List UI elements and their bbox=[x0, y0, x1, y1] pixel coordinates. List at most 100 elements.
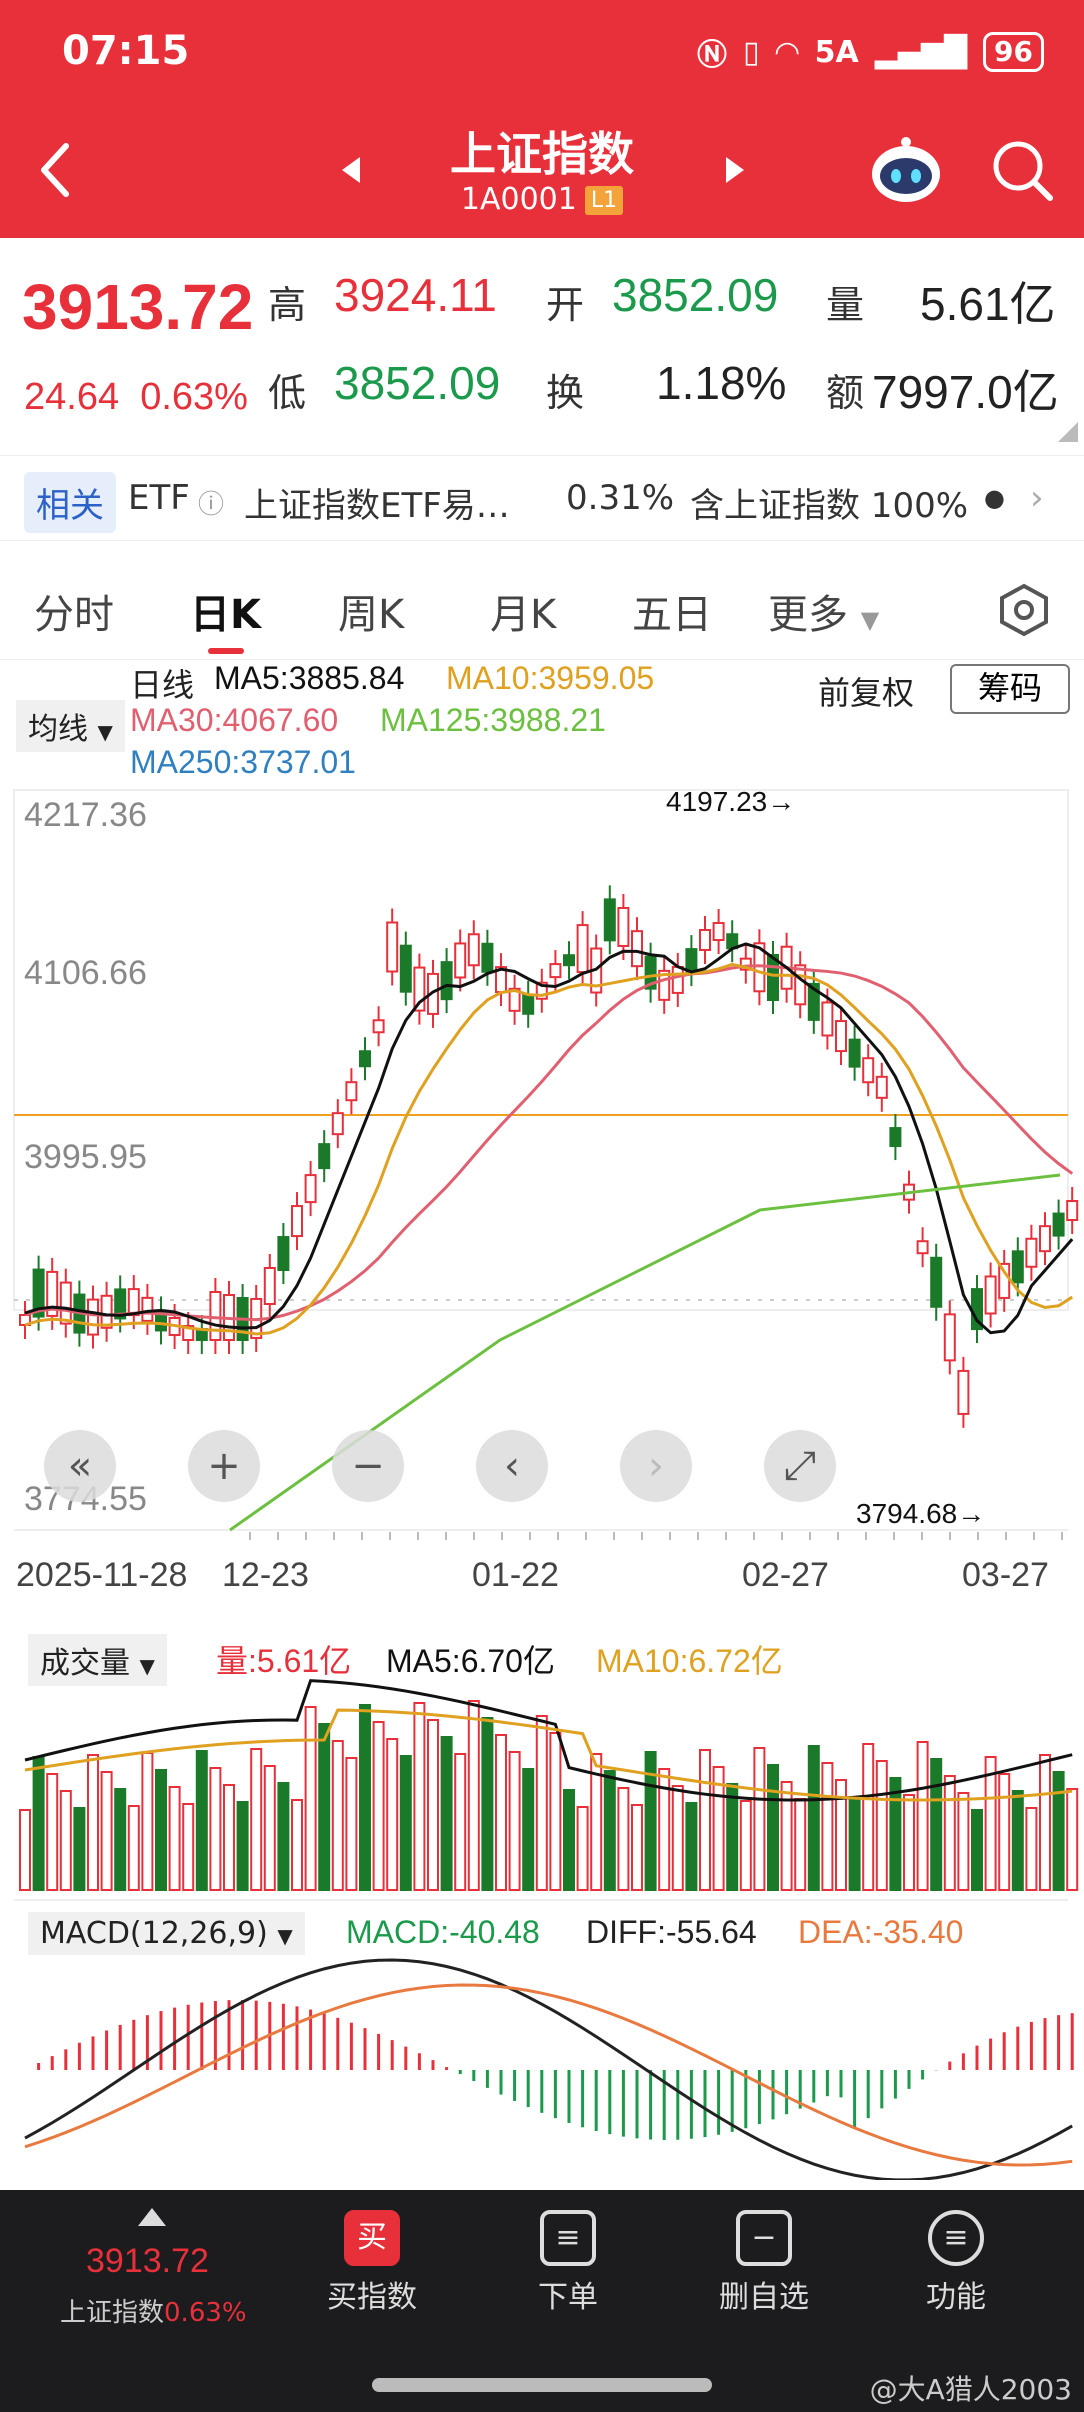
volume-value-legend: 量:5.61亿 bbox=[216, 1643, 352, 1679]
volume-ma5-line bbox=[24, 1679, 1073, 1802]
macd-select[interactable]: MACD(12,26,9) ▼ bbox=[28, 1912, 305, 1955]
volume-bar bbox=[318, 1723, 331, 1891]
settings-hexagon-icon[interactable] bbox=[996, 582, 1052, 638]
indicator-select[interactable]: 均线 ▼ bbox=[16, 700, 125, 752]
fullscreen-button[interactable]: ⤢ bbox=[764, 1430, 836, 1502]
volume-bar bbox=[236, 1801, 249, 1891]
volume-bar bbox=[440, 1736, 453, 1891]
robot-assistant-icon[interactable] bbox=[866, 130, 946, 210]
scroll-right-button[interactable]: › bbox=[620, 1430, 692, 1502]
nav-stock-name: 上证指数 bbox=[60, 2298, 165, 2328]
tab-daily-k[interactable]: 日K bbox=[190, 592, 261, 638]
candle-body bbox=[59, 1281, 72, 1325]
volume-bar bbox=[576, 1806, 589, 1891]
etf-label: ETF bbox=[128, 478, 190, 518]
related-etf-row[interactable]: 相关 ETF ⓘ 上证指数ETF易… 0.31% 含上证指数 100% ● › bbox=[0, 455, 1084, 541]
candle-body bbox=[576, 924, 589, 974]
volume-bar bbox=[250, 1748, 263, 1891]
minus-box-icon: − bbox=[736, 2210, 792, 2266]
volume-bar bbox=[508, 1751, 521, 1891]
candle-body bbox=[359, 1050, 371, 1068]
battery-indicator: 96 bbox=[983, 32, 1044, 72]
back-icon[interactable] bbox=[36, 140, 76, 200]
tab-five-day[interactable]: 五日 bbox=[632, 592, 712, 638]
volume-bar bbox=[141, 1752, 154, 1891]
kline-frame bbox=[13, 789, 1069, 1311]
volume-bar bbox=[1052, 1771, 1065, 1891]
high-value: 3924.11 bbox=[334, 269, 497, 321]
info-icon[interactable]: ⓘ bbox=[198, 490, 225, 520]
tab-intraday[interactable]: 分时 bbox=[34, 592, 114, 638]
y-tick-2: 4106.66 bbox=[24, 954, 147, 992]
volume-bar bbox=[1011, 1790, 1024, 1891]
volume-bar bbox=[889, 1777, 902, 1891]
candle-body bbox=[916, 1240, 929, 1255]
search-icon[interactable] bbox=[990, 138, 1056, 204]
candle-body bbox=[535, 981, 548, 1000]
expand-corner-icon[interactable] bbox=[1058, 422, 1078, 442]
high-marker: 4197.23→ bbox=[666, 786, 796, 817]
low-marker-value: 3794.68 bbox=[856, 1498, 958, 1529]
functions-button[interactable]: ≡ 功能 bbox=[876, 2210, 1036, 2316]
volume-bar bbox=[1039, 1754, 1051, 1891]
adjust-mode[interactable]: 前复权 bbox=[818, 675, 915, 711]
candle-body bbox=[835, 1020, 847, 1053]
ma125-legend: MA125:3988.21 bbox=[380, 702, 606, 738]
order-button[interactable]: ≡ 下单 bbox=[488, 2210, 648, 2316]
volume-bar bbox=[848, 1796, 861, 1891]
candle-body bbox=[277, 1236, 290, 1272]
chart-tabs: 分时 日K 周K 月K 五日 更多 ▼ bbox=[0, 560, 1084, 660]
volume-bar bbox=[454, 1753, 467, 1891]
chevron-right-icon[interactable]: › bbox=[1030, 478, 1044, 518]
volume-bar bbox=[386, 1738, 399, 1891]
charts-area[interactable] bbox=[0, 780, 1084, 2180]
volume-bar bbox=[726, 1783, 739, 1891]
date-label-1: 2025-11-28 bbox=[16, 1556, 188, 1595]
amount-label: 额 bbox=[826, 371, 865, 415]
signal-icon: ▂▄▆█ bbox=[874, 34, 968, 70]
volume-bar bbox=[168, 1786, 181, 1891]
volume-bar bbox=[209, 1767, 222, 1891]
candle-body bbox=[807, 982, 820, 1021]
remove-label: 删自选 bbox=[719, 2280, 809, 2315]
candle-body bbox=[1052, 1212, 1065, 1237]
scroll-left-button[interactable]: ‹ bbox=[476, 1430, 548, 1502]
tab-monthly-k[interactable]: 月K bbox=[490, 592, 557, 638]
low-label: 低 bbox=[268, 371, 307, 415]
next-stock-icon[interactable] bbox=[722, 155, 746, 185]
zoom-out-button[interactable]: − bbox=[332, 1430, 404, 1502]
diff-legend: DIFF:-55.64 bbox=[586, 1914, 757, 1950]
tab-more[interactable]: 更多 ▼ bbox=[768, 582, 879, 640]
candle-body bbox=[440, 961, 453, 1001]
scroll-left-fast-button[interactable]: « bbox=[44, 1430, 116, 1502]
prev-stock-icon[interactable] bbox=[340, 155, 364, 185]
remove-watchlist-button[interactable]: − 删自选 bbox=[684, 2210, 844, 2316]
candle-body bbox=[345, 1081, 358, 1102]
order-label: 下单 bbox=[538, 2280, 598, 2315]
current-price: 3913.72 bbox=[22, 271, 254, 343]
chip-button[interactable]: 筹码 bbox=[950, 664, 1070, 714]
candle-body bbox=[318, 1143, 331, 1170]
candle-body bbox=[263, 1266, 276, 1305]
volume-bar bbox=[563, 1789, 575, 1891]
volume-bar bbox=[767, 1764, 779, 1891]
tab-weekly-k[interactable]: 周K bbox=[338, 592, 405, 638]
open-value: 3852.09 bbox=[612, 269, 779, 321]
caret-down-icon: ▼ bbox=[277, 1924, 293, 1948]
ma250-legend: MA250:3737.01 bbox=[130, 744, 356, 780]
buy-index-button[interactable]: 买 买指数 bbox=[292, 2210, 452, 2316]
zoom-in-button[interactable]: + bbox=[188, 1430, 260, 1502]
date-label-3: 01-22 bbox=[472, 1556, 559, 1594]
collapse-up-icon[interactable] bbox=[138, 2208, 166, 2226]
candle-body bbox=[617, 906, 630, 947]
volume-bar bbox=[644, 1751, 657, 1891]
ma10-line bbox=[24, 962, 1074, 1336]
volume-select[interactable]: 成交量 ▼ bbox=[28, 1634, 167, 1686]
volume-bar bbox=[277, 1782, 290, 1891]
caret-down-icon: ▼ bbox=[97, 720, 113, 744]
home-indicator[interactable] bbox=[372, 2378, 712, 2392]
functions-label: 功能 bbox=[926, 2280, 986, 2315]
ma30-line bbox=[24, 964, 1074, 1322]
candle-body bbox=[291, 1205, 303, 1238]
